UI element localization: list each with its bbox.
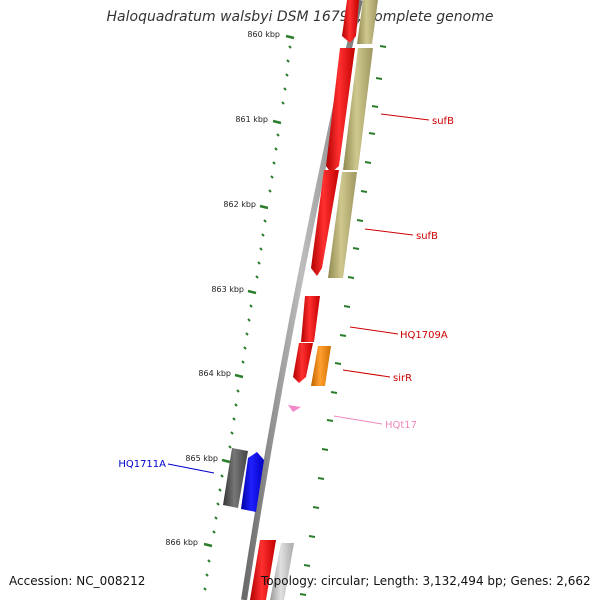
gene-sufB-1	[326, 48, 355, 173]
gene-light-gray-866	[270, 543, 294, 600]
gene-HQ1709A	[301, 296, 320, 342]
gene-sufB-2	[311, 170, 339, 276]
genome-summary-text: Topology: circular; Length: 3,132,494 bp…	[261, 574, 591, 588]
tick-label-866: 866 kbp	[165, 538, 198, 547]
tick-labels: 860 kbp 861 kbp 862 kbp 863 kbp 864 kbp …	[165, 30, 280, 547]
accession-text: Accession: NC_008212	[9, 574, 146, 588]
outer-minor-ticks	[299, 45, 387, 596]
gene-labels: sufB sufB HQ1709A sirR HQt17 HQ1711A	[118, 116, 454, 470]
gene-olive-860	[357, 0, 378, 44]
gene-label-sufB-2[interactable]: sufB	[416, 231, 438, 242]
gene-label-sirR[interactable]: sirR	[393, 373, 412, 384]
reverse-strand-genes	[223, 405, 301, 512]
label-leaders	[167, 113, 430, 474]
gene-label-HQ1709A[interactable]: HQ1709A	[400, 330, 448, 341]
gene-red-860	[342, 0, 359, 43]
gene-label-HQt17[interactable]: HQt17	[385, 420, 417, 431]
gene-olive-sufB-2	[328, 172, 357, 278]
tick-label-864: 864 kbp	[198, 369, 231, 378]
tick-label-863: 863 kbp	[211, 285, 244, 294]
gene-olive-sufB-1	[343, 48, 373, 170]
major-ticks	[203, 34, 295, 548]
tick-label-860: 860 kbp	[247, 30, 280, 39]
gene-red-864	[293, 343, 313, 383]
map-title: Haloquadratum walsbyi DSM 16790, complet…	[106, 9, 494, 25]
rna-HQt17	[288, 405, 301, 412]
gene-red-866	[250, 540, 276, 600]
gene-HQ1711A	[241, 452, 264, 512]
gene-label-HQ1711A[interactable]: HQ1711A	[118, 459, 166, 470]
gene-gray-865	[223, 448, 248, 508]
outer-strand-genes	[270, 0, 378, 600]
gene-sirR	[311, 346, 331, 386]
tick-label-862: 862 kbp	[223, 200, 256, 209]
gene-label-sufB-1[interactable]: sufB	[432, 116, 454, 127]
forward-strand-genes	[250, 0, 359, 600]
tick-label-861: 861 kbp	[235, 115, 268, 124]
tick-label-865: 865 kbp	[185, 454, 218, 463]
inner-ruler-dots	[203, 45, 292, 591]
